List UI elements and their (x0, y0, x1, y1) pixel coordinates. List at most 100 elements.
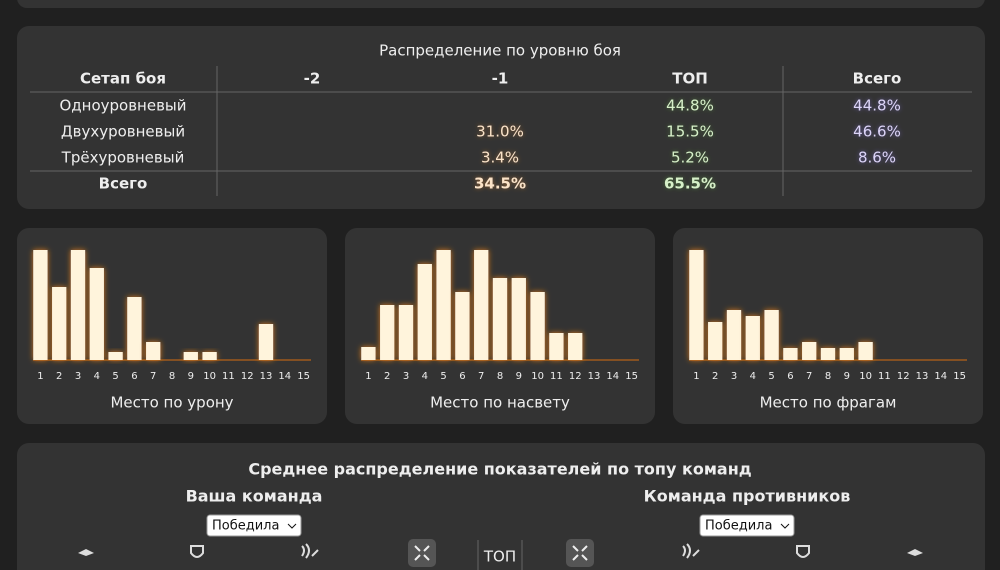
x-tick-label: 15 (625, 371, 638, 382)
x-tick-label: 12 (241, 371, 254, 382)
bar (127, 297, 142, 360)
x-tick-label: 15 (953, 371, 966, 382)
x-tick-label: 11 (878, 371, 891, 382)
table-cell: 44.8% (853, 97, 901, 115)
icon (907, 549, 923, 556)
table-title: Распределение по уровню боя (379, 42, 621, 60)
x-tick-label: 4 (422, 371, 428, 382)
x-tick-label: 10 (859, 371, 872, 382)
x-tick-label: 13 (260, 371, 273, 382)
select-arrow (287, 523, 297, 529)
table-cell: Двухуровневый (61, 123, 185, 141)
bar (398, 305, 414, 360)
x-tick-label: 8 (497, 371, 503, 382)
table-cell: 44.8% (666, 97, 714, 115)
table-cell: 15.5% (666, 123, 714, 141)
table-cell: 8.6% (858, 149, 896, 167)
table-cell: 65.5% (664, 175, 716, 193)
table-cell: 34.5% (474, 175, 526, 193)
panel-top (17, 0, 985, 8)
x-tick-label: 9 (188, 371, 194, 382)
icon (301, 543, 319, 559)
filter-value[interactable]: Победила (212, 519, 279, 534)
icon (190, 545, 204, 558)
x-tick-label: 7 (806, 371, 812, 382)
x-tick-label: 15 (297, 371, 310, 382)
bar (726, 310, 742, 360)
icon (414, 545, 430, 561)
chart-title: Место по фрагам (760, 394, 897, 412)
table-header: -1 (492, 70, 509, 88)
filter-value[interactable]: Победила (705, 519, 772, 534)
panel-table (17, 26, 985, 209)
bar (380, 305, 395, 360)
icon (796, 545, 810, 558)
bar (492, 278, 508, 360)
table-header: Сетап боя (80, 70, 166, 88)
x-tick-label: 4 (94, 371, 100, 382)
team-label: Команда противников (644, 487, 851, 506)
x-tick-label: 14 (606, 371, 619, 382)
toggle-button[interactable] (408, 539, 436, 567)
bar (417, 264, 432, 360)
x-tick-label: 13 (916, 371, 929, 382)
x-tick-label: 1 (37, 371, 43, 382)
bar (708, 322, 723, 360)
x-tick-label: 6 (459, 371, 465, 382)
bar (511, 278, 526, 360)
bar (530, 292, 545, 360)
bar (33, 250, 48, 360)
x-tick-label: 1 (693, 371, 699, 382)
x-tick-label: 4 (750, 371, 756, 382)
table-cell: 5.2% (671, 149, 709, 167)
x-tick-label: 13 (588, 371, 601, 382)
table-header: -2 (304, 70, 321, 88)
filter-select[interactable] (699, 514, 795, 537)
x-tick-label: 14 (278, 371, 291, 382)
x-tick-label: 5 (440, 371, 446, 382)
panel-chart (673, 228, 983, 424)
x-tick-label: 6 (131, 371, 137, 382)
x-tick-label: 1 (365, 371, 371, 382)
bar (202, 352, 217, 360)
panel-teams (17, 443, 985, 570)
x-tick-label: 9 (516, 371, 522, 382)
x-tick-label: 9 (844, 371, 850, 382)
table-header: Всего (853, 70, 902, 88)
select-arrow (780, 523, 790, 529)
table-cell: Трёхуровневый (61, 149, 185, 167)
x-tick-label: 2 (384, 371, 390, 382)
table-cell: Всего (99, 175, 148, 193)
x-tick-label: 5 (768, 371, 774, 382)
bar (802, 342, 817, 360)
x-tick-label: 2 (712, 371, 718, 382)
x-tick-label: 5 (112, 371, 118, 382)
x-tick-label: 8 (825, 371, 831, 382)
bar (568, 333, 583, 360)
x-tick-label: 2 (56, 371, 62, 382)
chart-title: Место по урону (110, 394, 233, 412)
bar (183, 352, 198, 360)
x-tick-label: 3 (731, 371, 737, 382)
bar (258, 324, 274, 360)
bar (108, 352, 123, 360)
x-tick-label: 11 (550, 371, 563, 382)
x-tick-label: 6 (787, 371, 793, 382)
bar (52, 287, 67, 360)
x-tick-label: 7 (150, 371, 156, 382)
table-header: ТОП (672, 70, 708, 88)
section-title: Среднее распределение показателей по топ… (248, 460, 751, 479)
bar (858, 342, 873, 360)
icon (572, 545, 588, 561)
bar (745, 316, 760, 360)
toggle-button[interactable] (566, 539, 594, 567)
bar (361, 347, 376, 360)
table-cell: Одноуровневый (59, 97, 186, 115)
icon (78, 549, 94, 556)
x-tick-label: 11 (222, 371, 235, 382)
bar (89, 268, 104, 360)
bar (549, 333, 564, 360)
x-tick-label: 8 (169, 371, 175, 382)
filter-select[interactable] (206, 514, 302, 537)
